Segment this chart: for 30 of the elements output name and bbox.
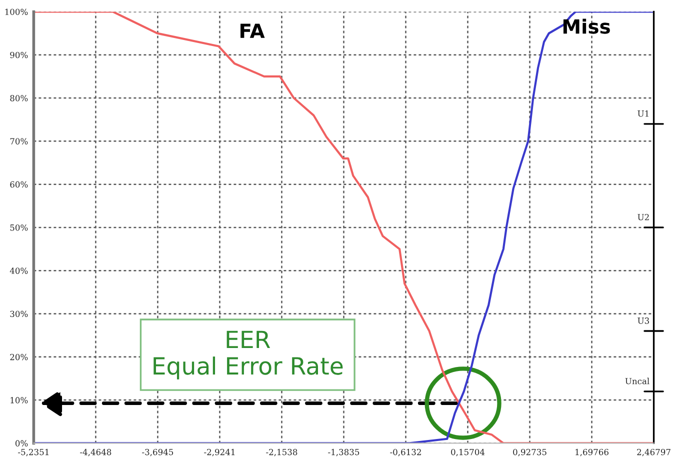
y-tick-label: 10% bbox=[10, 397, 28, 404]
series-label: Miss bbox=[563, 18, 610, 34]
series-label: FA bbox=[240, 24, 265, 38]
x-tick-label: 2,46797 bbox=[637, 448, 670, 456]
y-tick-label: 80% bbox=[10, 95, 28, 102]
x-tick-label: -5,2351 bbox=[18, 448, 49, 456]
x-tick-label: -2,9241 bbox=[204, 448, 235, 456]
x-tick-label: -3,6945 bbox=[142, 448, 174, 456]
y-tick-label: 100% bbox=[5, 8, 28, 16]
ref-line-label: U3 bbox=[638, 318, 649, 324]
annotation: EER Equal Error Rate bbox=[154, 330, 343, 380]
x-tick-label: -0,6132 bbox=[390, 448, 421, 456]
y-tick-label: 20% bbox=[10, 354, 28, 360]
x-tick-label: -2,1538 bbox=[266, 448, 298, 456]
y-tick-label: 30% bbox=[10, 310, 28, 318]
ref-line-label: U1 bbox=[638, 110, 648, 117]
x-tick-label: 0,92735 bbox=[513, 448, 546, 456]
y-tick-label: 40% bbox=[10, 268, 28, 274]
ref-line-label: U2 bbox=[638, 214, 649, 220]
x-tick-label: -4,4648 bbox=[80, 448, 112, 456]
x-tick-label: 0,15704 bbox=[451, 448, 485, 456]
x-tick-label: 1,69766 bbox=[576, 448, 608, 456]
y-tick-label: 60% bbox=[10, 181, 28, 188]
y-tick-label: 70% bbox=[10, 138, 28, 144]
y-tick-label: 0% bbox=[15, 440, 28, 446]
line-series bbox=[34, 12, 654, 444]
x-tick-label: -1,3835 bbox=[328, 448, 360, 456]
y-tick-label: 90% bbox=[10, 52, 28, 58]
y-tick-label: 50% bbox=[10, 224, 28, 231]
ref-line-label: Uncal bbox=[625, 378, 650, 384]
